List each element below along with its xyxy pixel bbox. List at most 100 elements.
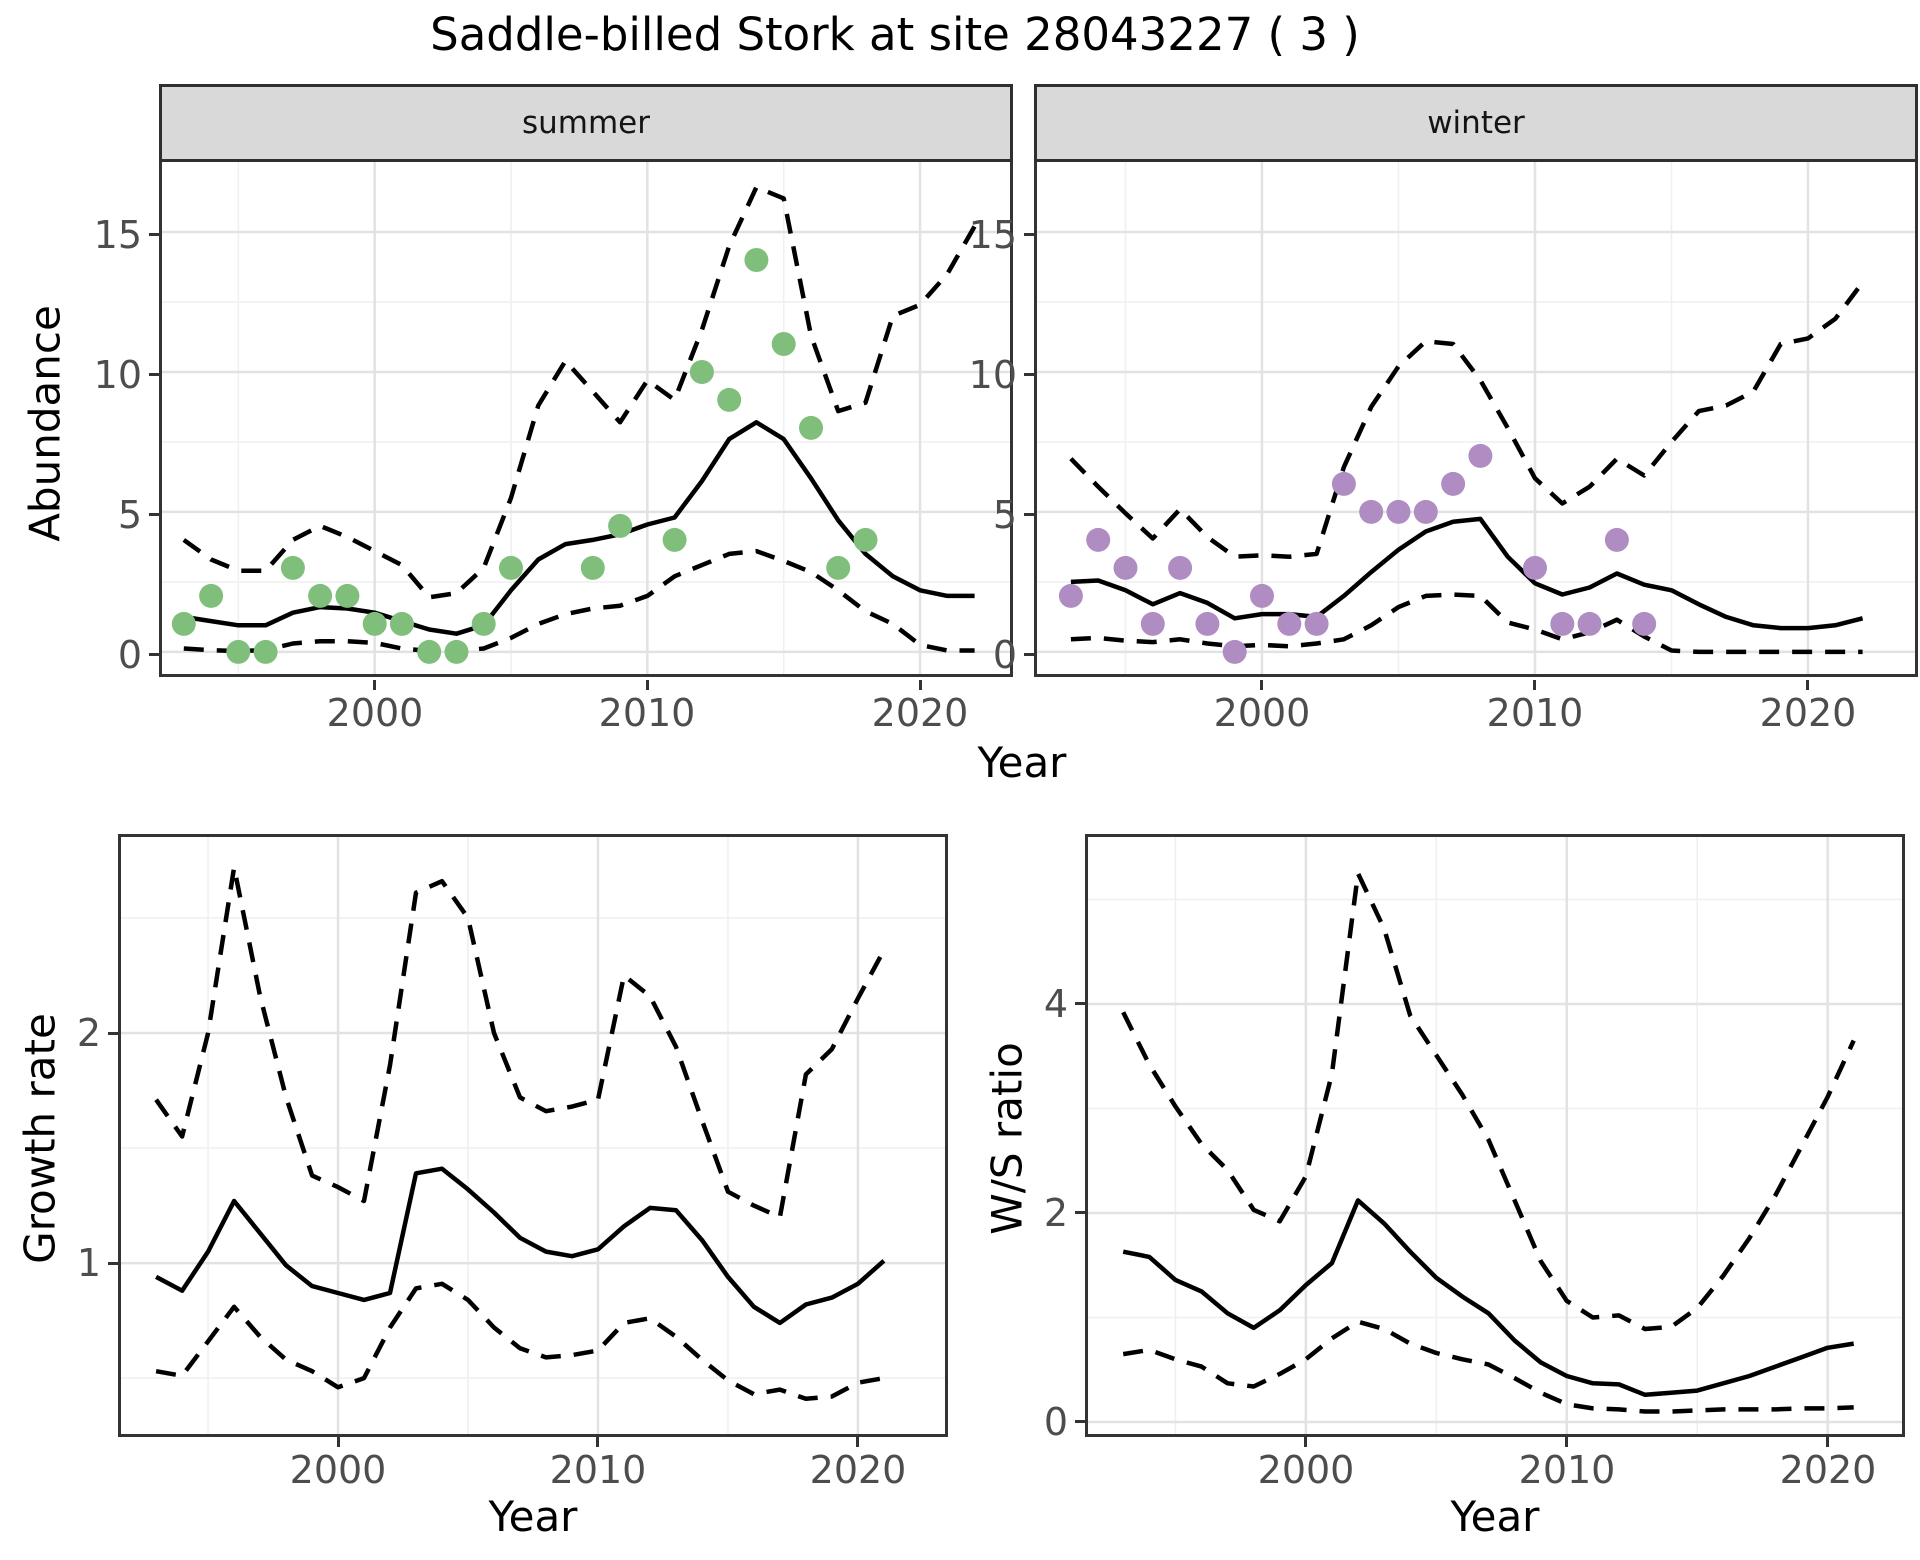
data-point — [1577, 611, 1602, 636]
data-point — [580, 555, 605, 580]
x-tick-mark — [1260, 680, 1263, 690]
x-tick-mark — [1826, 1437, 1829, 1447]
abundance-panel-winter — [1034, 162, 1918, 677]
data-point — [826, 555, 851, 580]
ws-ratio-panel — [1085, 834, 1905, 1437]
data-point — [199, 583, 224, 608]
data-point — [1250, 583, 1274, 608]
x-tick-mark — [646, 680, 649, 690]
strip-label-summer: summer — [521, 105, 650, 141]
y-tick-label: 0 — [992, 633, 1017, 677]
data-point — [499, 555, 523, 580]
y-tick-label: 0 — [117, 633, 142, 677]
data-point — [1140, 611, 1165, 636]
lower-ci-line — [155, 1281, 885, 1402]
data-point — [717, 387, 742, 412]
data-point — [417, 639, 442, 664]
y-tick-mark — [149, 373, 159, 376]
data-point — [335, 583, 360, 608]
data-point — [1222, 639, 1247, 664]
y-tick-mark — [1024, 373, 1034, 376]
y-tick-label: 0 — [1043, 1400, 1068, 1444]
data-point — [1331, 471, 1356, 496]
x-tick-mark — [1304, 1437, 1307, 1447]
mean-line — [183, 420, 975, 636]
y-tick-mark — [108, 1262, 118, 1265]
data-point — [1359, 499, 1384, 524]
y-tick-mark — [1075, 1420, 1085, 1423]
y-tick-mark — [149, 513, 159, 516]
y-tick-label: 1 — [76, 1241, 101, 1285]
y-tick-label: 5 — [117, 493, 142, 537]
strip-label-winter: winter — [1427, 105, 1525, 141]
lower-ci-line — [1122, 1319, 1854, 1414]
data-point — [444, 639, 469, 664]
data-point — [1386, 499, 1411, 524]
data-point — [1550, 611, 1575, 636]
y-tick-mark — [108, 1032, 118, 1035]
data-point — [1468, 443, 1493, 468]
x-tick-label: 2010 — [1518, 1448, 1616, 1492]
x-tick-label: 2010 — [549, 1448, 647, 1492]
x-tick-label: 2020 — [809, 1448, 907, 1492]
x-axis-title-year-growth: Year — [488, 1492, 578, 1541]
data-point — [1441, 471, 1466, 496]
y-tick-mark — [1024, 653, 1034, 656]
y-tick-label: 2 — [76, 1011, 101, 1055]
data-point — [1632, 611, 1657, 636]
data-point — [744, 248, 769, 272]
x-tick-mark — [596, 1437, 599, 1447]
y-tick-mark — [149, 653, 159, 656]
data-point — [1086, 527, 1111, 552]
data-point — [1168, 555, 1193, 580]
data-point — [771, 332, 796, 356]
data-point — [253, 639, 278, 664]
data-point — [1058, 583, 1083, 608]
x-tick-label: 2000 — [289, 1448, 387, 1492]
plot-area — [121, 837, 945, 1434]
plot-area — [1088, 837, 1902, 1434]
plot-area — [162, 162, 1010, 674]
mean-line — [1122, 1198, 1855, 1398]
y-tick-label: 15 — [93, 213, 142, 257]
data-point — [1523, 555, 1547, 580]
facet-strip-winter: winter — [1034, 84, 1918, 165]
data-point — [362, 611, 387, 636]
y-tick-label: 2 — [1043, 1191, 1068, 1235]
facet-strip-summer: summer — [159, 84, 1013, 165]
x-tick-mark — [1533, 680, 1536, 690]
data-point — [171, 611, 196, 636]
y-axis-title-abundance: Abundance — [20, 305, 70, 542]
data-point — [1604, 527, 1629, 552]
x-tick-mark — [1806, 680, 1809, 690]
y-tick-mark — [1075, 1211, 1085, 1214]
y-tick-label: 4 — [1043, 982, 1068, 1026]
plot-area — [1037, 162, 1915, 674]
upper-ci-line — [1069, 281, 1865, 559]
data-point — [308, 583, 333, 608]
y-tick-label: 15 — [968, 213, 1017, 257]
lower-ci-line — [183, 548, 975, 654]
data-point — [799, 415, 823, 440]
abundance-panel-summer — [159, 162, 1013, 677]
y-tick-mark — [1024, 233, 1034, 236]
x-tick-label: 2010 — [1486, 691, 1584, 735]
y-tick-mark — [1024, 513, 1034, 516]
upper-ci-line — [182, 184, 977, 600]
x-tick-mark — [856, 1437, 859, 1447]
mean-line — [155, 1166, 886, 1326]
x-tick-label: 2020 — [871, 691, 969, 735]
x-tick-label: 2000 — [326, 691, 424, 735]
x-tick-mark — [1565, 1437, 1568, 1447]
x-tick-mark — [337, 1437, 340, 1447]
x-axis-title-year-top: Year — [977, 738, 1067, 787]
data-point — [389, 611, 414, 636]
x-tick-label: 2000 — [1257, 1448, 1355, 1492]
lower-ci-line — [1070, 592, 1863, 655]
data-point — [280, 555, 305, 580]
data-point — [689, 360, 714, 384]
data-point — [853, 527, 878, 552]
data-point — [1304, 611, 1329, 636]
data-point — [1113, 555, 1138, 580]
